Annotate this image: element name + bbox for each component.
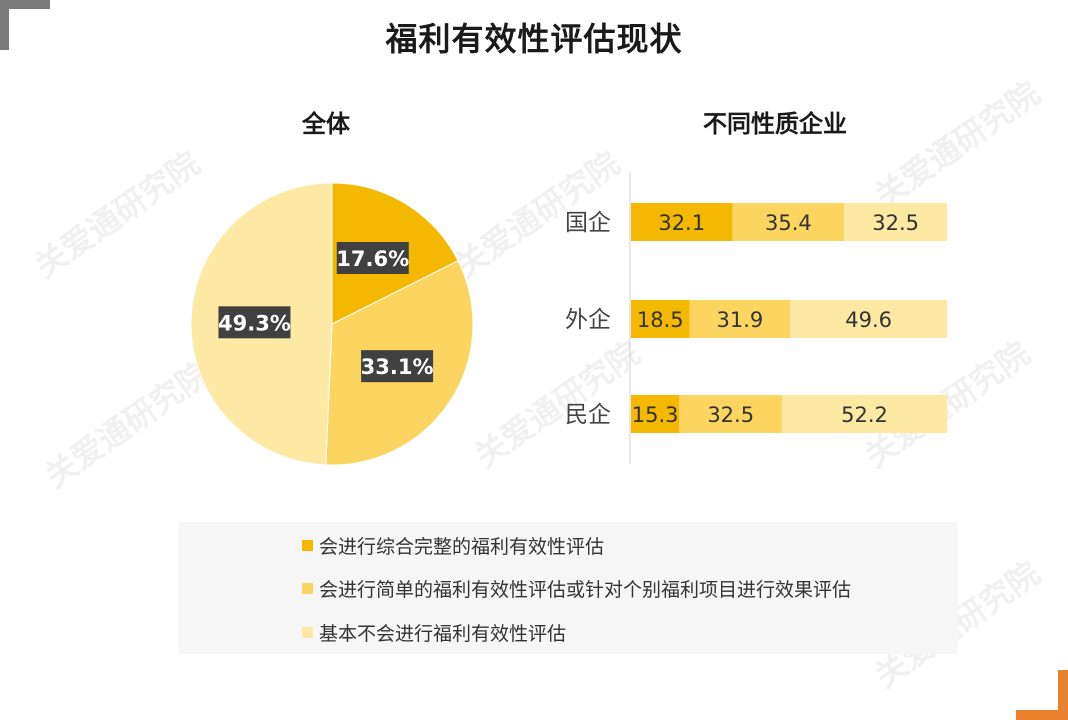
bar-segment: [844, 203, 947, 241]
legend-swatch: [302, 583, 313, 594]
bar-value-label: 15.3: [632, 403, 679, 427]
bar-value-label: 52.2: [841, 403, 888, 427]
bar-value-label: 35.4: [765, 211, 812, 235]
bar-segment: [679, 395, 783, 433]
bar-segment: [790, 300, 947, 338]
category-label: 国企: [565, 210, 611, 236]
bar-value-label: 49.6: [845, 308, 892, 332]
pie-label-box: [361, 350, 434, 383]
bar-value-label: 32.5: [707, 403, 754, 427]
legend-label: 会进行简单的福利有效性评估或针对个别福利项目进行效果评估: [319, 579, 852, 601]
bar-chart-title: 不同性质企业: [703, 110, 847, 138]
bar-segment: [631, 203, 733, 241]
category-label: 外企: [565, 307, 611, 333]
legend-item: 会进行综合完整的福利有效性评估: [302, 532, 604, 559]
bar-value-label: 32.1: [658, 211, 705, 235]
pie-label-box: [218, 306, 291, 339]
pie-value-label: 33.1%: [361, 355, 434, 379]
pie-value-label: 17.6%: [336, 247, 409, 271]
bar-value-label: 18.5: [637, 308, 684, 332]
bar-value-label: 32.5: [872, 211, 919, 235]
bar-segment: [631, 395, 680, 433]
pie-label-box: [336, 242, 409, 275]
corner-decoration-top-left: [0, 0, 50, 50]
legend-item: 会进行简单的福利有效性评估或针对个别福利项目进行效果评估: [302, 575, 851, 602]
corner-decoration-bottom-right: [1016, 670, 1068, 720]
pie-value-label: 49.3%: [218, 311, 291, 335]
legend-swatch: [302, 540, 313, 551]
bar-segment: [732, 203, 845, 241]
legend-swatch: [302, 627, 313, 638]
pie-chart-title: 全体: [302, 110, 350, 138]
legend-label: 基本不会进行福利有效性评估: [319, 623, 567, 645]
category-label: 民企: [565, 402, 611, 428]
legend-item: 基本不会进行福利有效性评估: [302, 619, 566, 646]
page-title: 福利有效性评估现状: [385, 20, 683, 58]
bar-value-label: 31.9: [716, 308, 763, 332]
legend-label: 会进行综合完整的福利有效性评估: [319, 536, 605, 558]
bar-segment: [631, 300, 690, 338]
bar-segment: [689, 300, 791, 338]
bar-segment: [782, 395, 947, 433]
legend: 会进行综合完整的福利有效性评估 会进行简单的福利有效性评估或针对个别福利项目进行…: [178, 522, 958, 654]
